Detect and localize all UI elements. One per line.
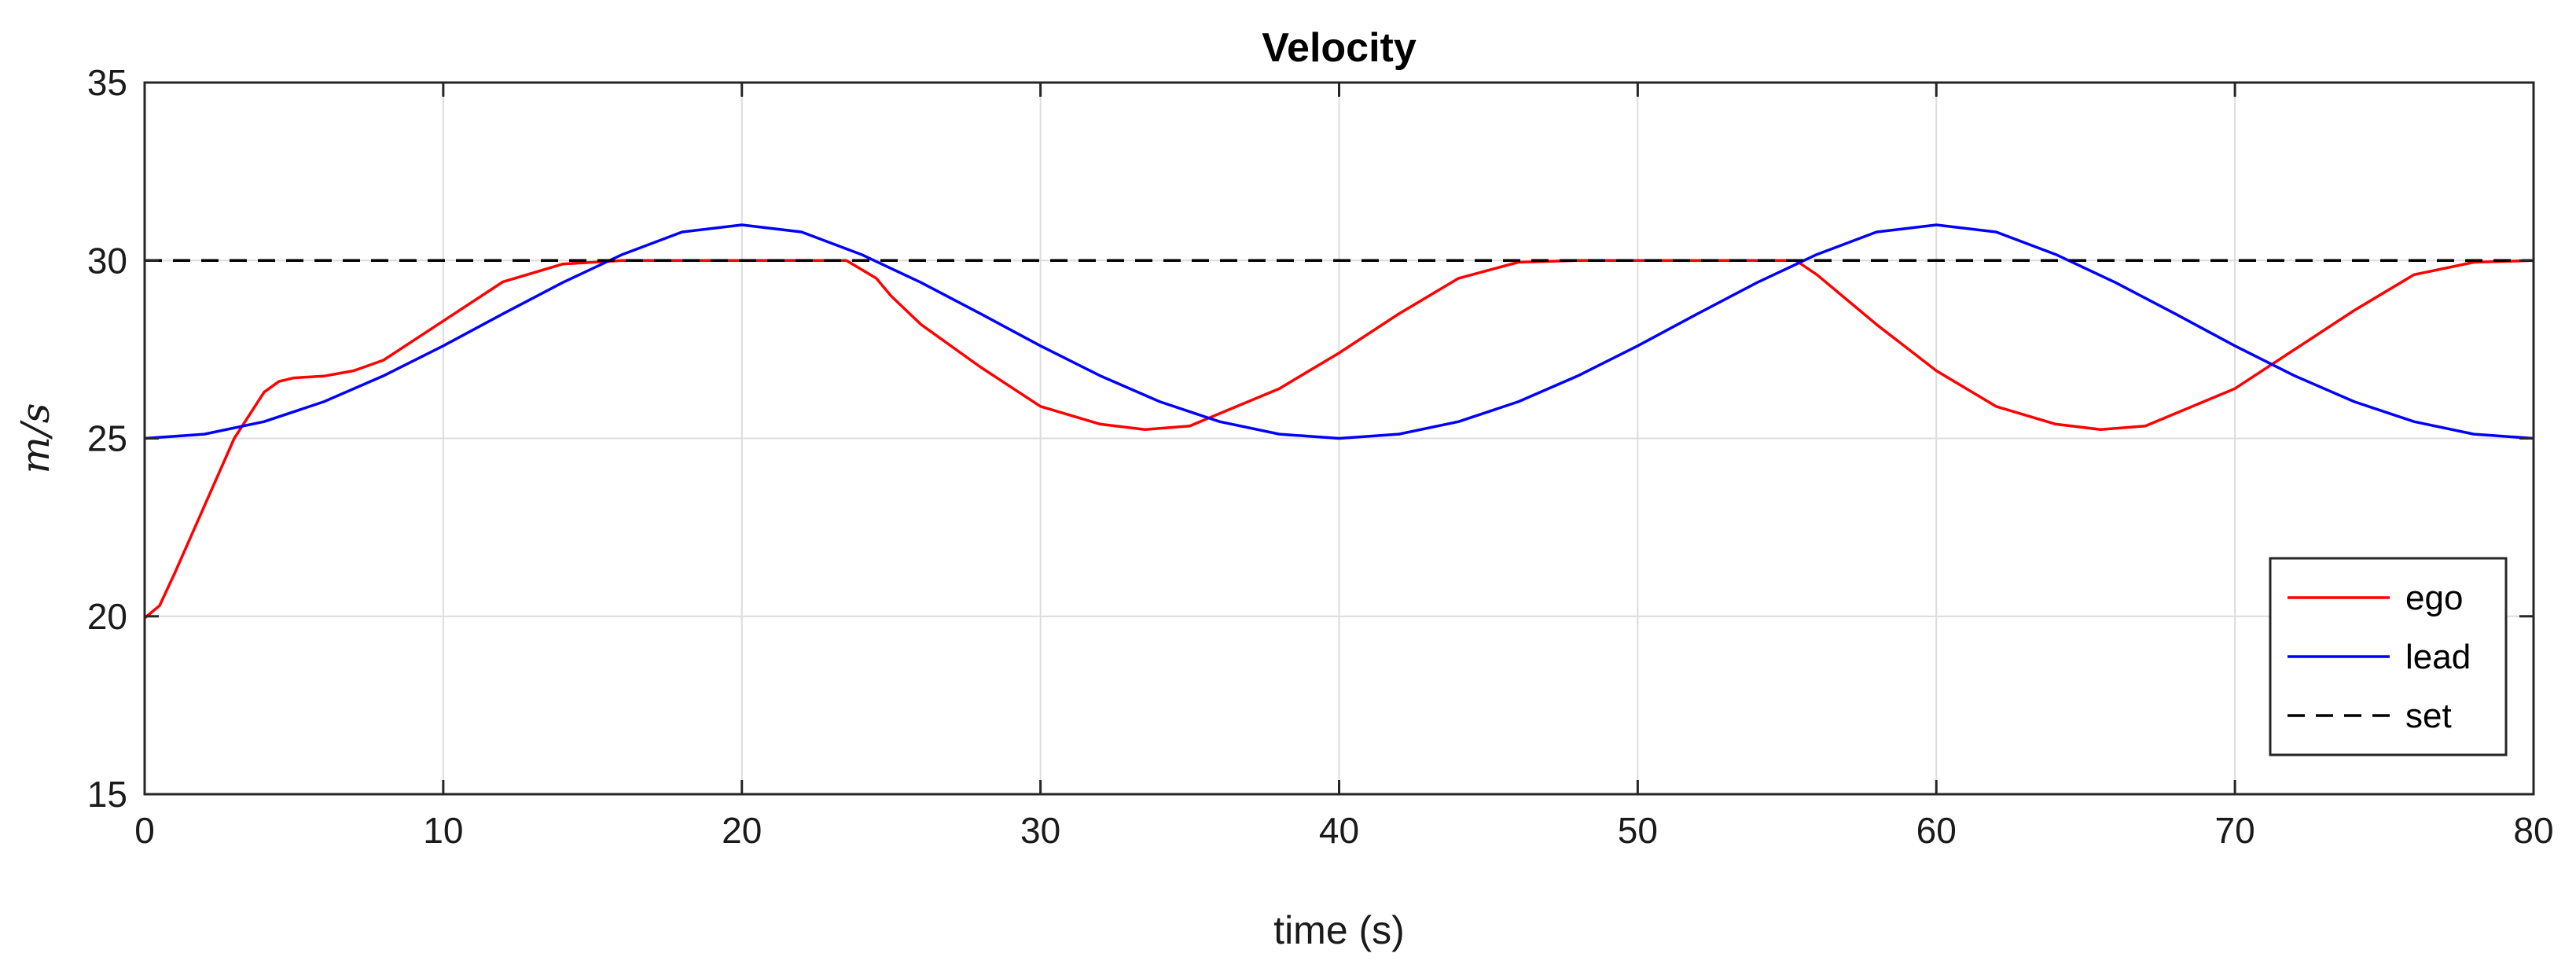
y-tick-label: 20: [87, 596, 127, 637]
series-line-ego: [143, 259, 2534, 620]
y-tick-label: 15: [87, 774, 127, 815]
x-tick-label: 20: [722, 810, 762, 851]
x-tick-label: 70: [2215, 810, 2255, 851]
legend-label-ego: ego: [2405, 579, 2463, 617]
y-tick-label: 25: [87, 418, 127, 459]
chart-title: Velocity: [1262, 25, 1417, 71]
x-tick-label: 30: [1020, 810, 1060, 851]
tick-layer: 0 10 20 30 40 50 60 70 80 15 20 25 30 35: [87, 62, 2554, 851]
legend-label-lead: lead: [2405, 638, 2471, 676]
x-tick-label: 60: [1916, 810, 1957, 851]
y-tick-label: 35: [87, 62, 127, 103]
x-tick-label: 0: [134, 810, 155, 851]
x-tick-label: 50: [1618, 810, 1658, 851]
y-tick-label: 30: [87, 240, 127, 281]
legend: ego lead set: [2269, 557, 2508, 756]
x-tick-label: 80: [2513, 810, 2553, 851]
y-axis-label: m/s: [13, 403, 58, 474]
x-tick-label: 40: [1319, 810, 1359, 851]
legend-label-set: set: [2405, 697, 2452, 735]
series-line-lead: [144, 223, 2534, 440]
series-layer: [143, 223, 2534, 620]
x-tick-label: 10: [423, 810, 463, 851]
x-axis-label: time (s): [1273, 908, 1405, 952]
